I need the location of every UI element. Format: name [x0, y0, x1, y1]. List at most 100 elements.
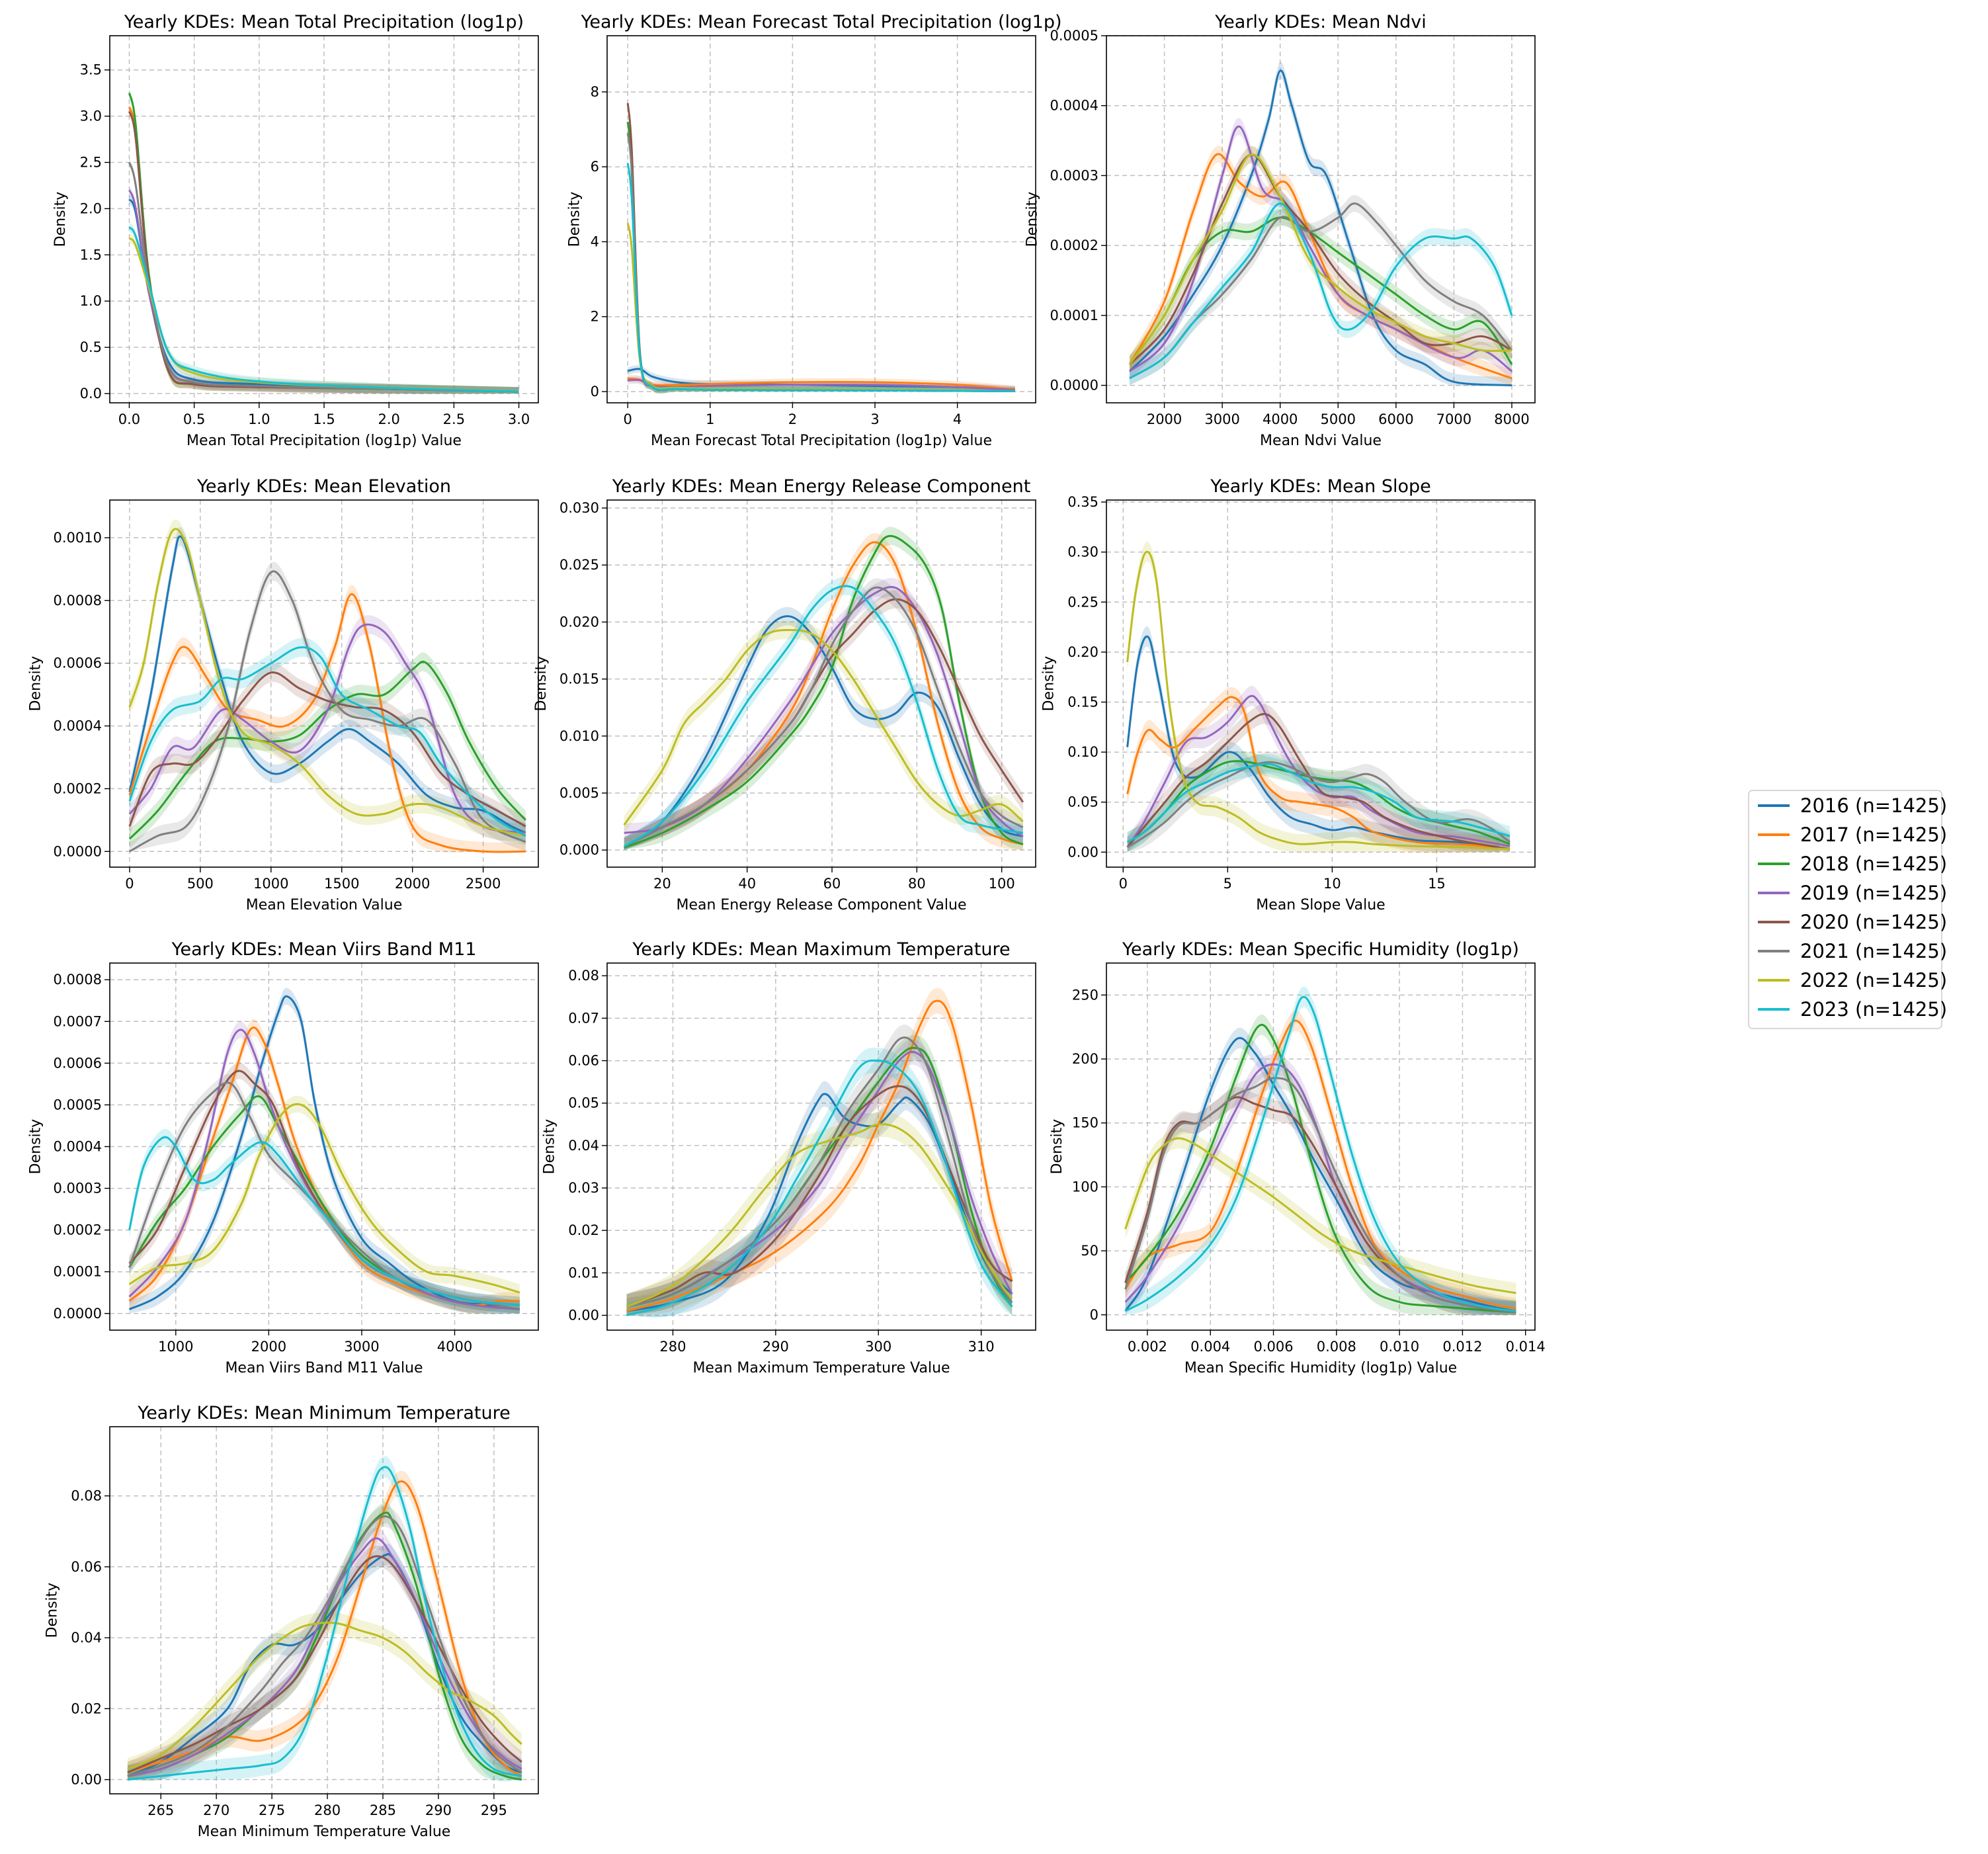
kde-panel-3: 2000 3000 4000 5000 6000 7000 8000 0.0000 0.0001… — [1024, 12, 1536, 449]
x-tick-label: 280 — [314, 1802, 341, 1818]
x-tick-label: 15 — [1428, 876, 1446, 892]
x-tick-label: 0.0 — [118, 411, 140, 427]
ci-band-2022 — [626, 1111, 1013, 1316]
x-tick-label: 275 — [259, 1802, 285, 1818]
x-tick-label: 2000 — [395, 876, 430, 892]
y-tick-label: 0.0001 — [54, 1264, 102, 1280]
y-tick-label: 0.000 — [559, 842, 599, 858]
x-tick-label: 290 — [763, 1339, 789, 1355]
kde-line-2019 — [128, 1029, 520, 1310]
kde-line-2022 — [1128, 153, 1512, 365]
x-tick-label: 0.012 — [1442, 1339, 1482, 1355]
y-tick-label: 0.0004 — [1050, 98, 1098, 114]
ci-band-2017 — [628, 374, 1015, 392]
y-tick-label: 0.0006 — [54, 1055, 102, 1071]
x-tick-label: 3000 — [1204, 411, 1239, 427]
x-tick-label: 500 — [187, 876, 214, 892]
kde-panel-4: 0 500 1000 1500 2000 2500 0.0000 0.0002 0.0004 0.… — [27, 476, 539, 913]
kde-line-2022 — [626, 1123, 1013, 1308]
x-axis-label: Mean Total Precipitation (log1p) Value — [186, 433, 462, 449]
kde-line-2023 — [626, 163, 1015, 392]
x-tick-label: 1000 — [158, 1339, 193, 1355]
kde-line-2019 — [128, 623, 526, 834]
x-tick-label: 0 — [623, 411, 632, 427]
y-tick-label: 0.0000 — [54, 843, 102, 859]
x-tick-label: 2000 — [251, 1339, 286, 1355]
y-tick-label: 6 — [591, 159, 599, 175]
y-tick-label: 50 — [1081, 1243, 1098, 1259]
kde-line-2021 — [1129, 202, 1513, 380]
x-tick-label: 4000 — [1263, 411, 1298, 427]
x-tick-label: 5000 — [1321, 411, 1356, 427]
kde-line-2023 — [128, 646, 526, 837]
legend-item: 2018 (n=1425) — [1758, 853, 1947, 875]
kde-line-2016 — [128, 535, 526, 834]
grid — [607, 500, 1036, 867]
ci-band-2022 — [127, 1612, 522, 1780]
y-tick-label: 0.5 — [80, 339, 102, 355]
kde-line-2018 — [624, 534, 1024, 849]
y-tick-label: 0.0004 — [54, 1139, 102, 1155]
y-tick-label: 0.025 — [559, 557, 599, 573]
kde-panel-7: 1000 2000 3000 4000 0.0000 0.0001 0.0002 0.0003… — [27, 939, 539, 1376]
x-tick-label: 3.0 — [508, 411, 530, 427]
ci-band-2021 — [1127, 752, 1511, 853]
x-tick-label: 80 — [908, 876, 926, 892]
ci-band-2023 — [127, 1456, 522, 1782]
x-tick-label: 1.5 — [313, 411, 335, 427]
y-tick-label: 0.0008 — [54, 593, 102, 609]
y-tick-label: 3.0 — [80, 108, 102, 124]
y-tick-label: 0.0003 — [54, 1181, 102, 1197]
y-tick-label: 200 — [1072, 1051, 1098, 1067]
ci-band-2016 — [127, 1543, 522, 1780]
x-tick-label: 3000 — [344, 1339, 379, 1355]
kde-panel-6: 0 5 10 15 0.00 0.05 0.10 0.15 0.20 0.25 0.30 0.35 Ye… — [1041, 476, 1536, 913]
kde-line-2020 — [626, 1085, 1013, 1308]
kde-line-2021 — [1124, 1077, 1516, 1314]
x-tick-label: 290 — [425, 1802, 452, 1818]
ci-band-2018 — [628, 118, 1015, 394]
x-tick-label: 8000 — [1494, 411, 1529, 427]
y-tick-label: 2 — [591, 309, 599, 325]
y-tick-label: 0.04 — [71, 1630, 102, 1646]
x-tick-label: 0.5 — [183, 411, 205, 427]
grid — [110, 36, 538, 403]
legend-item: 2017 (n=1425) — [1758, 823, 1947, 846]
x-tick-label: 7000 — [1436, 411, 1471, 427]
kde-line-2017 — [1124, 1019, 1516, 1310]
x-tick-label: 3 — [870, 411, 879, 427]
axes-frame — [1106, 35, 1536, 403]
y-tick-label: 3.5 — [80, 62, 102, 78]
legend-label: 2023 (n=1425) — [1800, 998, 1947, 1021]
x-tick-label: 0.006 — [1253, 1339, 1293, 1355]
x-tick-label: 0.014 — [1506, 1339, 1546, 1355]
kde-line-2018 — [626, 122, 1015, 392]
kde-line-2018 — [1124, 1023, 1516, 1314]
x-tick-label: 60 — [823, 876, 841, 892]
kde-line-2021 — [129, 570, 526, 853]
x-tick-label: 4 — [953, 411, 962, 427]
panel-title: Yearly KDEs: Mean Elevation — [196, 476, 451, 497]
kde-line-2021 — [626, 1036, 1013, 1308]
y-tick-label: 0.20 — [1067, 644, 1098, 660]
y-tick-label: 1.0 — [80, 293, 102, 309]
kde-panel-2: 0 1 2 3 4 0 2 4 6 8 Yearly KDEs: Mean Forecast Tot… — [566, 12, 1061, 449]
kde-line-2016 — [127, 1553, 522, 1777]
y-tick-label: 0.05 — [1067, 794, 1098, 810]
x-axis-label: Mean Viirs Band M11 Value — [225, 1360, 423, 1376]
ci-band-2022 — [624, 620, 1023, 834]
y-axis-label: Density — [1041, 656, 1057, 712]
x-tick-label: 310 — [968, 1339, 995, 1355]
axes-frame — [606, 962, 1036, 1331]
kde-line-2021 — [127, 1515, 522, 1777]
ci-band-2019 — [1130, 118, 1512, 380]
ci-band-2023 — [1130, 195, 1512, 386]
legend: 2016 (n=1425) 2017 (n=1425) 2018 (n=1425) 2… — [1748, 790, 1947, 1029]
kde-line-2023 — [128, 1136, 520, 1306]
kde-panel-9: 0.002 0.004 0.006 0.008 0.010 0.012 0.014 0 50 10… — [1049, 939, 1546, 1376]
y-tick-label: 0.03 — [568, 1180, 599, 1196]
x-tick-label: 0.002 — [1128, 1339, 1167, 1355]
grid — [1106, 35, 1535, 403]
x-tick-label: 100 — [989, 876, 1015, 892]
kde-line-2023 — [128, 226, 519, 393]
